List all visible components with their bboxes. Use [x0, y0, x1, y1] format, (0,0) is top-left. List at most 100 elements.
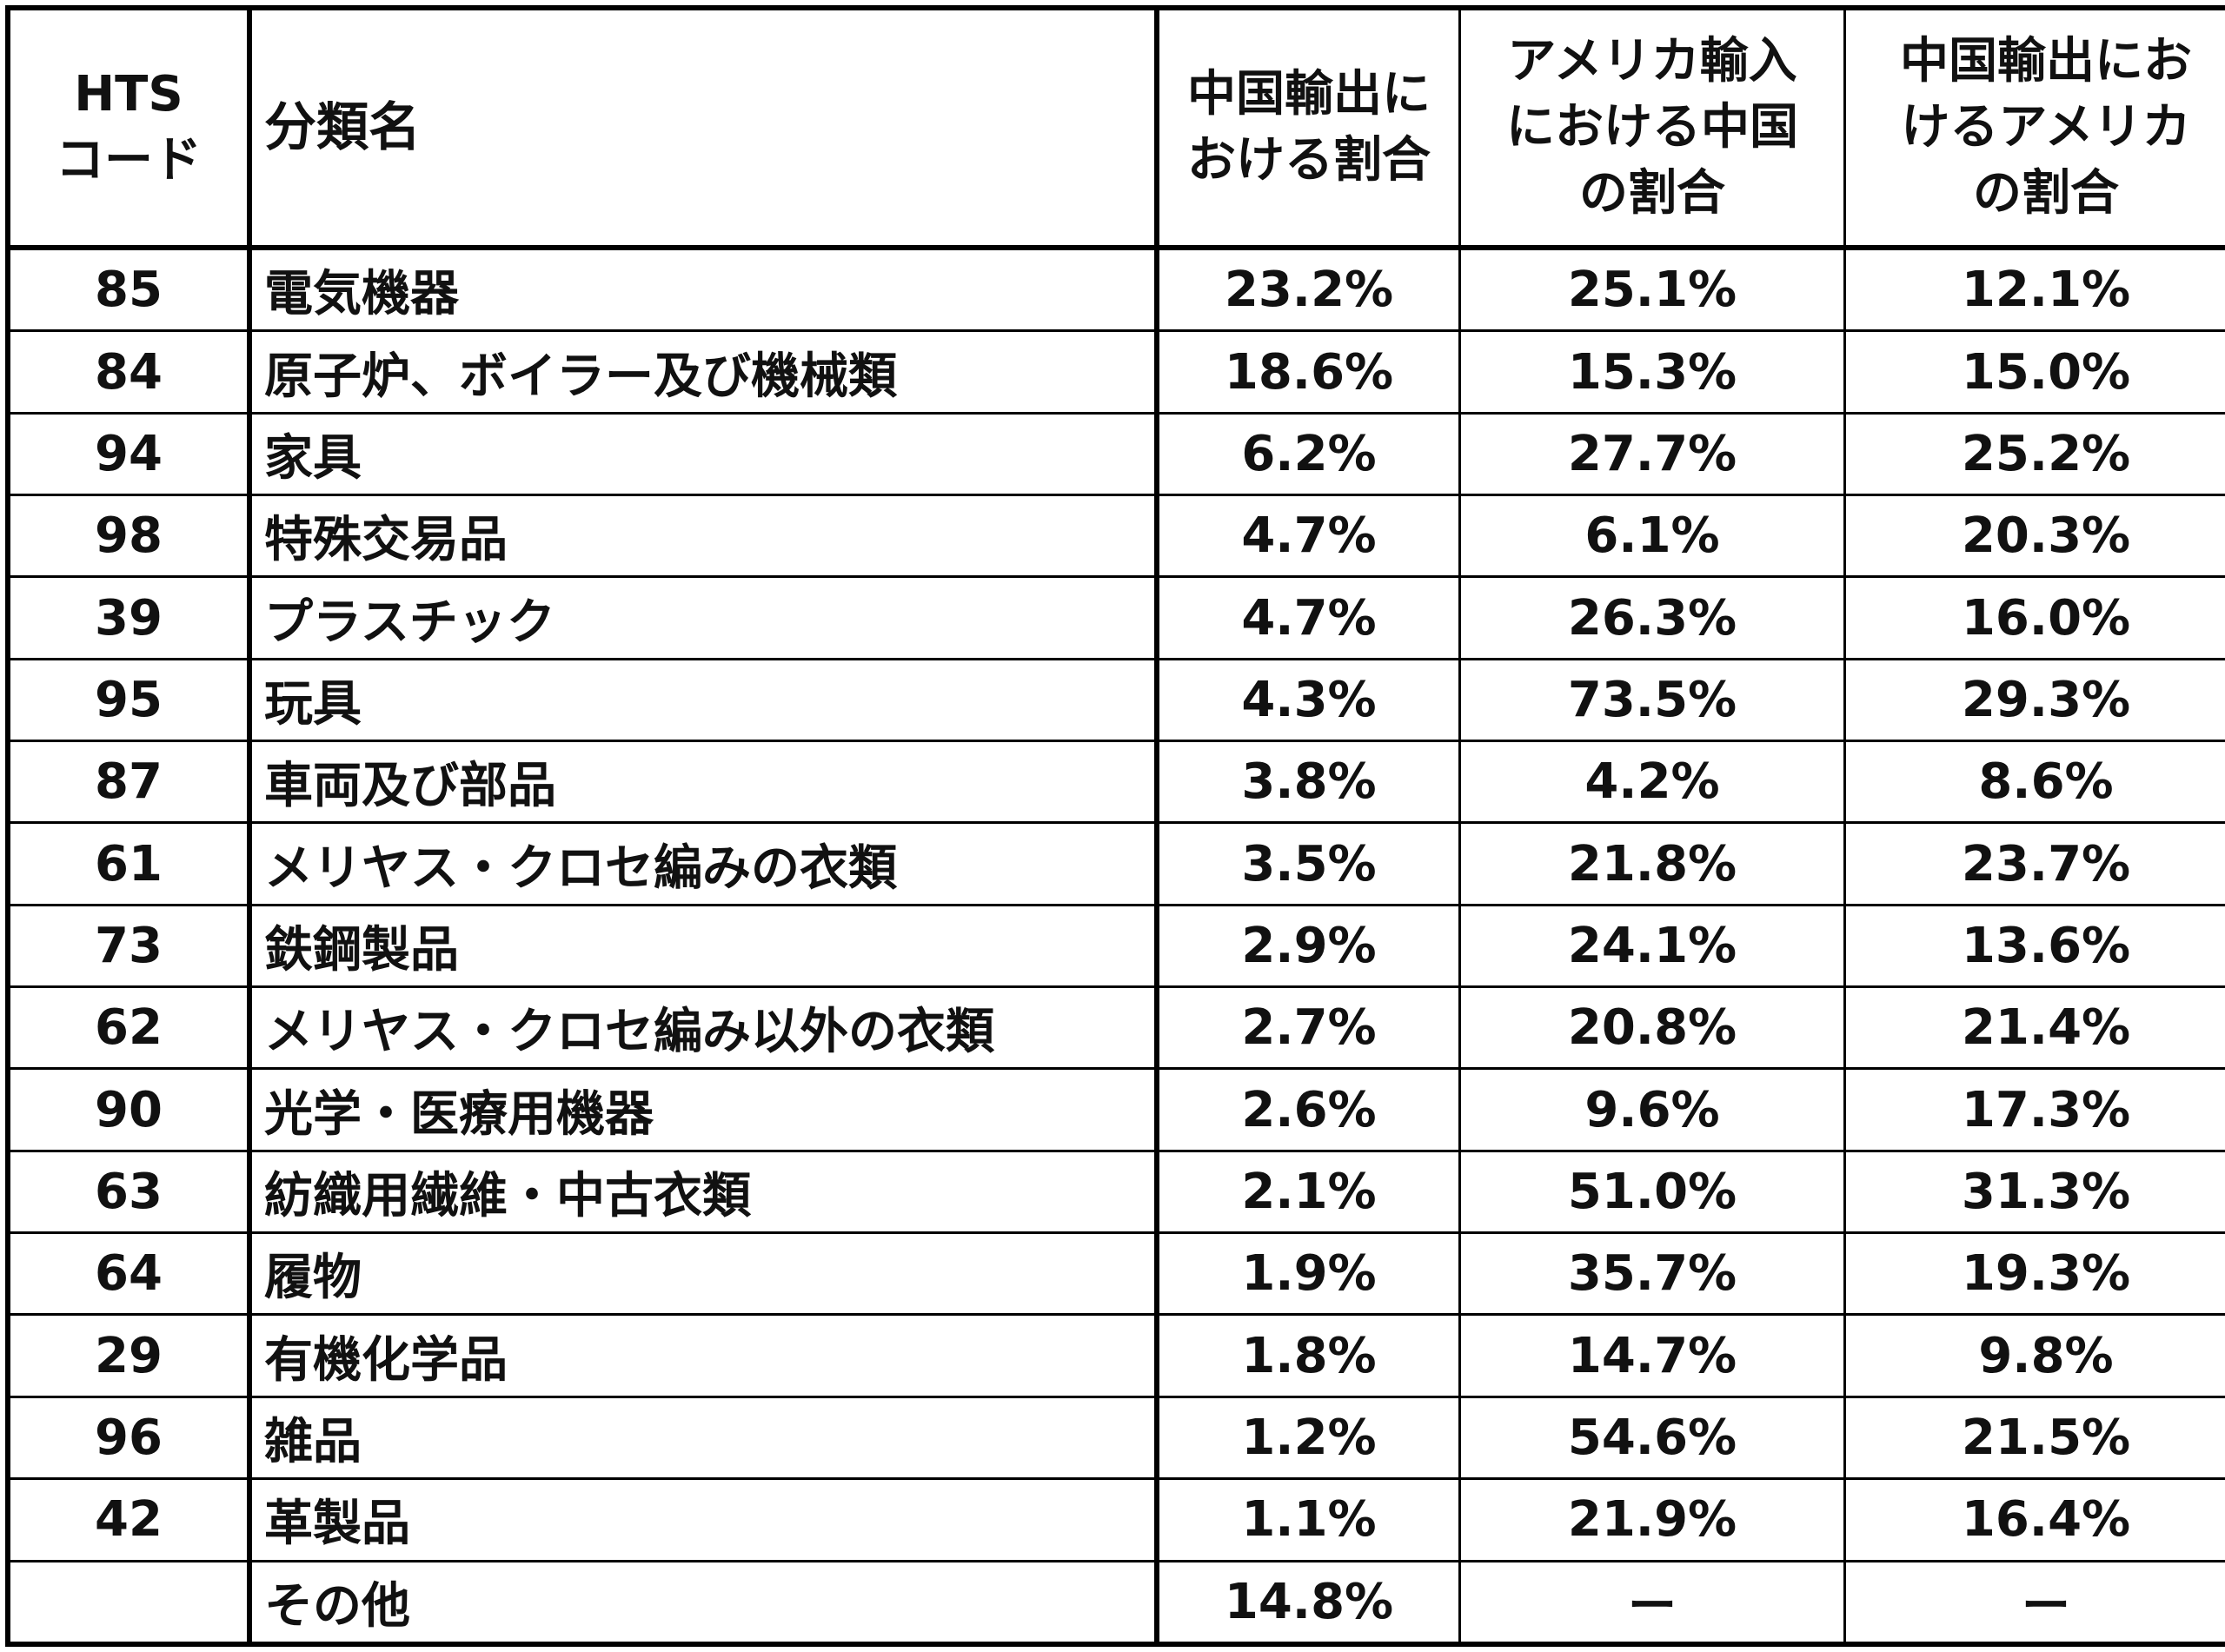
china-export-share-cell: 2.7% [1155, 985, 1461, 1071]
china-export-share-cell: 4.3% [1155, 657, 1461, 743]
category-name-cell: メリヤス・クロセ編みの衣類 [248, 821, 1159, 906]
category-name-cell: 特殊交易品 [248, 494, 1159, 579]
china-export-share-cell: 2.9% [1155, 903, 1461, 989]
hts-code-cell: 90 [6, 1067, 252, 1152]
category-name-cell: 鉄鋼製品 [248, 903, 1159, 989]
table-row: 85 電気機器 23.2% 25.1% 12.1% [6, 246, 2225, 333]
hts-code-cell: 87 [6, 740, 252, 825]
china-export-us-share-cell: 31.3% [1843, 1149, 2225, 1235]
us-import-china-share-cell: 20.8% [1458, 985, 1846, 1071]
china-export-share-cell: 2.1% [1155, 1149, 1461, 1235]
hts-code-cell: 64 [6, 1231, 252, 1317]
table-row: 98 特殊交易品 4.7% 6.1% 20.3% [6, 494, 2225, 579]
us-import-china-share-cell: 51.0% [1458, 1149, 1846, 1235]
hts-code-cell: 84 [6, 329, 252, 415]
header-row: HTS コード 分類名 中国輸出に おける割合 アメリカ輸入 における中国 の割… [6, 6, 2225, 250]
table-row: 73 鉄鋼製品 2.9% 24.1% 13.6% [6, 903, 2225, 989]
hts-code-cell: 39 [6, 575, 252, 660]
china-export-share-cell: 18.6% [1155, 329, 1461, 415]
china-export-us-share-cell: ー [1843, 1559, 2225, 1646]
china-export-share-cell: 4.7% [1155, 575, 1461, 660]
us-import-china-share-cell: 24.1% [1458, 903, 1846, 989]
category-name-cell: その他 [248, 1559, 1159, 1646]
hts-code-cell: 42 [6, 1477, 252, 1562]
hts-code-cell: 98 [6, 494, 252, 579]
category-name-cell: 電気機器 [248, 246, 1159, 333]
header-category-name: 分類名 [248, 6, 1159, 250]
category-name-cell: 革製品 [248, 1477, 1159, 1562]
hts-code-cell [6, 1559, 252, 1646]
china-export-share-cell: 1.9% [1155, 1231, 1461, 1317]
china-export-us-share-cell: 16.4% [1843, 1477, 2225, 1562]
china-export-us-share-cell: 23.7% [1843, 821, 2225, 906]
table-row: 39 プラスチック 4.7% 26.3% 16.0% [6, 575, 2225, 660]
china-export-share-cell: 14.8% [1155, 1559, 1461, 1646]
china-export-share-cell: 3.5% [1155, 821, 1461, 906]
table-row: 96 雑品 1.2% 54.6% 21.5% [6, 1395, 2225, 1481]
hts-code-cell: 85 [6, 246, 252, 333]
category-name-cell: 紡織用繊維・中古衣類 [248, 1149, 1159, 1235]
category-name-cell: メリヤス・クロセ編み以外の衣類 [248, 985, 1159, 1071]
table-row: 63 紡織用繊維・中古衣類 2.1% 51.0% 31.3% [6, 1149, 2225, 1235]
hts-code-cell: 29 [6, 1313, 252, 1398]
hts-code-cell: 61 [6, 821, 252, 906]
table-row: 87 車両及び部品 3.8% 4.2% 8.6% [6, 740, 2225, 825]
us-import-china-share-cell: 21.9% [1458, 1477, 1846, 1562]
china-export-us-share-cell: 16.0% [1843, 575, 2225, 660]
table-row: 94 家具 6.2% 27.7% 25.2% [6, 411, 2225, 497]
us-import-china-share-cell: 6.1% [1458, 494, 1846, 579]
us-import-china-share-cell: 54.6% [1458, 1395, 1846, 1481]
header-hts-code: HTS コード [6, 6, 252, 250]
table-container: HTS コード 分類名 中国輸出に おける割合 アメリカ輸入 における中国 の割… [5, 5, 2225, 1647]
trade-share-table: HTS コード 分類名 中国輸出に おける割合 アメリカ輸入 における中国 の割… [5, 5, 2225, 1647]
us-import-china-share-cell: 21.8% [1458, 821, 1846, 906]
china-export-us-share-cell: 21.4% [1843, 985, 2225, 1071]
category-name-cell: プラスチック [248, 575, 1159, 660]
us-import-china-share-cell: 26.3% [1458, 575, 1846, 660]
china-export-us-share-cell: 12.1% [1843, 246, 2225, 333]
table-row: 64 履物 1.9% 35.7% 19.3% [6, 1231, 2225, 1317]
china-export-us-share-cell: 15.0% [1843, 329, 2225, 415]
us-import-china-share-cell: 73.5% [1458, 657, 1846, 743]
category-name-cell: 光学・医療用機器 [248, 1067, 1159, 1152]
us-import-china-share-cell: 27.7% [1458, 411, 1846, 497]
us-import-china-share-cell: 35.7% [1458, 1231, 1846, 1317]
china-export-us-share-cell: 8.6% [1843, 740, 2225, 825]
hts-code-cell: 73 [6, 903, 252, 989]
china-export-share-cell: 2.6% [1155, 1067, 1461, 1152]
china-export-share-cell: 23.2% [1155, 246, 1461, 333]
china-export-share-cell: 6.2% [1155, 411, 1461, 497]
category-name-cell: 雑品 [248, 1395, 1159, 1481]
category-name-cell: 有機化学品 [248, 1313, 1159, 1398]
header-china-export-share: 中国輸出に おける割合 [1155, 6, 1461, 250]
china-export-us-share-cell: 13.6% [1843, 903, 2225, 989]
us-import-china-share-cell: 4.2% [1458, 740, 1846, 825]
us-import-china-share-cell: 9.6% [1458, 1067, 1846, 1152]
china-export-share-cell: 1.1% [1155, 1477, 1461, 1562]
category-name-cell: 車両及び部品 [248, 740, 1159, 825]
us-import-china-share-cell: 15.3% [1458, 329, 1846, 415]
table-row: 95 玩具 4.3% 73.5% 29.3% [6, 657, 2225, 743]
header-china-export-us-share: 中国輸出にお けるアメリカ の割合 [1843, 6, 2225, 250]
category-name-cell: 履物 [248, 1231, 1159, 1317]
table-row: 62 メリヤス・クロセ編み以外の衣類 2.7% 20.8% 21.4% [6, 985, 2225, 1071]
table-row: その他 14.8% ーー [6, 1559, 2225, 1646]
hts-code-cell: 62 [6, 985, 252, 1071]
us-import-china-share-cell: 14.7% [1458, 1313, 1846, 1398]
hts-code-cell: 95 [6, 657, 252, 743]
china-export-share-cell: 4.7% [1155, 494, 1461, 579]
china-export-us-share-cell: 17.3% [1843, 1067, 2225, 1152]
hts-code-cell: 96 [6, 1395, 252, 1481]
us-import-china-share-cell: ー [1458, 1559, 1846, 1646]
us-import-china-share-cell: 25.1% [1458, 246, 1846, 333]
china-export-share-cell: 1.8% [1155, 1313, 1461, 1398]
hts-code-cell: 94 [6, 411, 252, 497]
table-row: 42 革製品 1.1% 21.9% 16.4% [6, 1477, 2225, 1562]
hts-code-cell: 63 [6, 1149, 252, 1235]
china-export-share-cell: 1.2% [1155, 1395, 1461, 1481]
china-export-us-share-cell: 9.8% [1843, 1313, 2225, 1398]
china-export-share-cell: 3.8% [1155, 740, 1461, 825]
china-export-us-share-cell: 21.5% [1843, 1395, 2225, 1481]
category-name-cell: 原子炉、ボイラー及び機械類 [248, 329, 1159, 415]
category-name-cell: 玩具 [248, 657, 1159, 743]
